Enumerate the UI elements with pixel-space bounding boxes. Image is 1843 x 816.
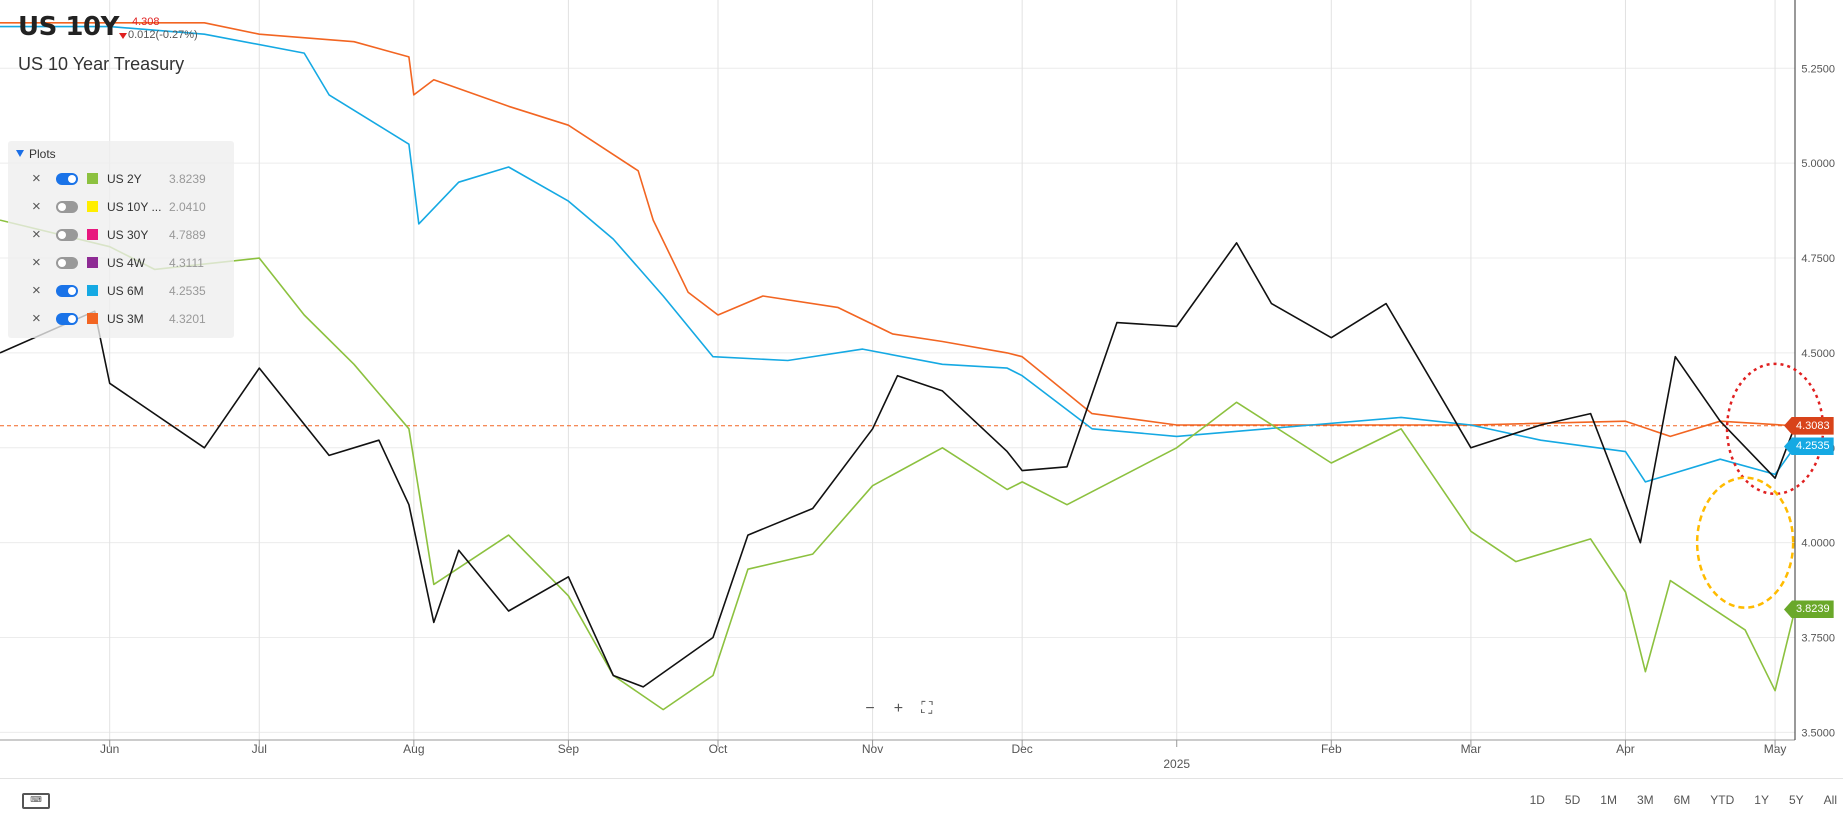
series-value: 4.2535 [169,284,206,298]
time-range-selector: 1D 5D 1M 3M 6M YTD 1Y 5Y All [1510,793,1837,807]
plot-visibility-toggle[interactable] [56,201,78,213]
plots-legend: Plots × US 2Y 3.8239 × US 10Y ... 2.0410 × US 3… [8,141,234,338]
series-line-us-10y [0,242,1796,688]
y-axis-labels: 5.25005.00004.75004.50004.25004.00003.75… [1801,63,1835,739]
annotation-circle [1695,476,1795,609]
x-tick-label: May [1764,742,1787,756]
range-1y[interactable]: 1Y [1754,793,1769,807]
remove-plot-icon[interactable]: × [32,310,41,327]
x-tick-label: Feb [1321,742,1342,756]
series-name: US 4W [107,256,146,270]
range-1m[interactable]: 1M [1600,793,1617,807]
series-value: 4.7889 [169,228,206,242]
remove-plot-icon[interactable]: × [32,170,41,187]
bottom-toolbar: ⌨ 1D 5D 1M 3M 6M YTD 1Y 5Y All [0,778,1843,816]
y-tick-label: 5.2500 [1801,63,1835,75]
fullscreen-button[interactable]: ⛶ [921,700,933,717]
series-color-swatch [87,257,98,268]
series-color-swatch [87,173,98,184]
price-change: 0.012(-0.27%) [114,29,198,42]
annotation-circles [1695,362,1825,609]
series-line-us-2y [0,219,1796,711]
range-5d[interactable]: 5D [1564,793,1581,807]
series-name: US 6M [107,284,144,298]
series-value: 3.8239 [169,172,206,186]
x-tick-label: Dec [1011,742,1032,756]
remove-plot-icon[interactable]: × [32,226,41,243]
series-name: US 10Y ... [107,200,162,214]
x-tick-label: Oct [709,742,728,756]
caret-down-icon [16,150,24,157]
y-tick-label: 4.7500 [1801,253,1835,265]
plot-visibility-toggle[interactable] [56,285,78,297]
y-tick-label: 4.5000 [1801,348,1835,360]
legend-row: × US 3M 4.3201 [8,309,234,329]
y-tick-label: 3.7500 [1801,633,1835,645]
legend-row: × US 4W 4.3111 [8,253,234,273]
y-tick-label: 4.0000 [1801,538,1835,550]
plot-visibility-toggle[interactable] [56,257,78,269]
symbol-title: US 10Y [18,12,119,42]
range-6m[interactable]: 6M [1673,793,1691,807]
remove-plot-icon[interactable]: × [32,254,41,271]
y-tick-label: 5.0000 [1801,158,1835,170]
price-badge-us3m: 4.3083 [1784,416,1834,435]
series-value: 4.3111 [169,256,204,270]
range-5y[interactable]: 5Y [1788,793,1804,807]
quote-block: 4.308 0.012(-0.27%) [114,16,198,42]
range-ytd[interactable]: YTD [1710,793,1735,807]
x-tick-label: 2025 [1163,757,1190,771]
keyboard-icon[interactable]: ⌨ [22,793,50,809]
x-tick-label: Aug [403,742,424,756]
x-axis-labels: Jun Jul Aug Sep Oct Nov Dec 2025 Feb Mar Apr May [0,0,1796,771]
x-tick-label: Sep [558,742,580,756]
series-line-us-6m [0,25,1796,483]
series-color-swatch [87,201,98,212]
plot-visibility-toggle[interactable] [56,313,78,325]
chart-header: US 10Y 4.308 0.012(-0.27%) US 10 Year Tr… [18,12,198,74]
series-value: 4.3201 [169,312,206,326]
price-badge-us2y: 3.8239 [1784,600,1834,619]
series-color-swatch [87,285,98,296]
zoom-out-button[interactable]: − [865,700,875,717]
series-name: US 2Y [107,172,142,186]
legend-row: × US 30Y 4.7889 [8,225,234,245]
range-1d[interactable]: 1D [1529,793,1545,807]
range-all[interactable]: All [1823,793,1837,807]
x-tick-label: Jul [252,742,267,756]
y-tick-label: 3.5000 [1801,727,1835,739]
series-line-us-3m [0,21,1796,438]
legend-row: × US 2Y 3.8239 [8,169,234,189]
zoom-controls: − + ⛶ [858,700,939,718]
x-tick-label: Mar [1461,742,1482,756]
series-lines [0,21,1796,711]
legend-row: × US 10Y ... 2.0410 [8,197,234,217]
series-name: US 3M [107,312,144,326]
series-value: 2.0410 [169,200,206,214]
remove-plot-icon[interactable]: × [32,198,41,215]
x-tick-label: Nov [862,742,883,756]
price-badge-us6m: 4.2535 [1784,437,1834,456]
chart-grid [0,0,1795,740]
zoom-in-button[interactable]: + [893,700,904,717]
plot-visibility-toggle[interactable] [56,173,78,185]
x-tick-label: Jun [100,742,119,756]
legend-toggle[interactable]: Plots [16,147,56,161]
legend-row: × US 6M 4.2535 [8,281,234,301]
remove-plot-icon[interactable]: × [32,282,41,299]
series-name: US 30Y [107,228,149,242]
plot-visibility-toggle[interactable] [56,229,78,241]
legend-title: Plots [29,147,56,161]
x-tick-label: Apr [1616,742,1635,756]
range-3m[interactable]: 3M [1636,793,1654,807]
instrument-name: US 10 Year Treasury [18,54,185,74]
series-color-swatch [87,229,98,240]
series-color-swatch [87,313,98,324]
last-price: 4.308 [132,16,160,28]
